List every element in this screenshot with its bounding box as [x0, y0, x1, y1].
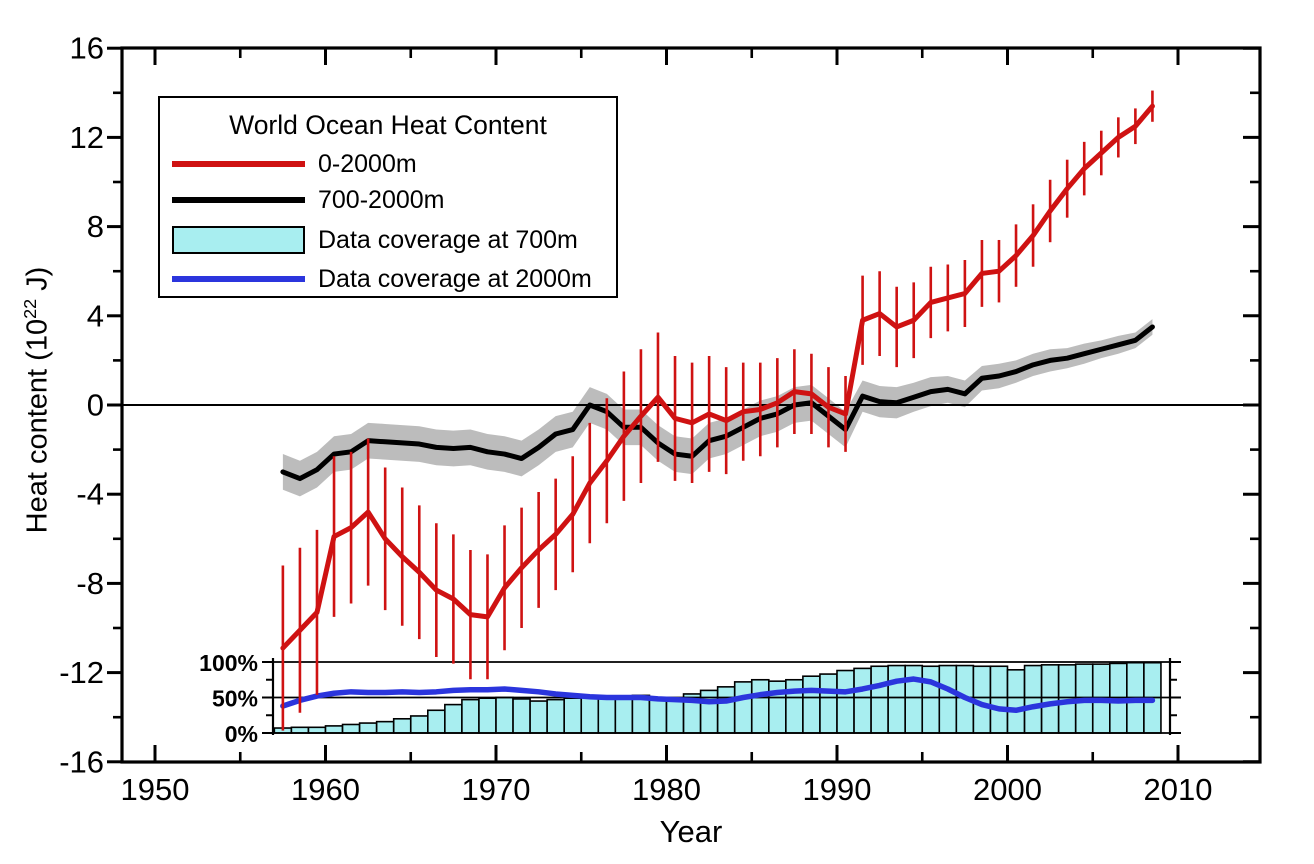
- legend: World Ocean Heat Content 0-2000m 700-2000…: [158, 96, 618, 298]
- legend-item-0-2000m: 0-2000m: [160, 147, 616, 181]
- y-tick-label--16: -16: [59, 744, 104, 779]
- coverage-bar-1971: [512, 698, 531, 734]
- uncertainty-band-700-2000m: [282, 319, 1153, 497]
- x-tick-label-1970: 1970: [462, 772, 531, 807]
- coverage-bar-2001: [1023, 664, 1043, 734]
- coverage-bar-1996: [938, 664, 958, 734]
- coverage-bar-1992: [870, 665, 889, 734]
- coverage-bar-1986: [767, 680, 787, 734]
- legend-swatch-box-icon: [172, 226, 305, 254]
- legend-item-label: 700-2000m: [318, 186, 445, 214]
- coverage-bar-1995: [921, 665, 941, 734]
- legend-item-data-coverage-at-2000m: Data coverage at 2000m: [160, 262, 616, 296]
- line-coverage-2000m: [280, 676, 1156, 714]
- coverage-bar-1989: [819, 673, 838, 734]
- y-tick-label--12: -12: [59, 655, 104, 690]
- x-tick-label-1990: 1990: [803, 772, 872, 807]
- y-axis-title-prefix: Heat content (10: [21, 318, 54, 534]
- y-tick-label-16: 16: [70, 31, 104, 66]
- legend-item-label: Data coverage at 2000m: [318, 265, 592, 293]
- coverage-bar-1960: [324, 725, 344, 734]
- y-tick-label-4: 4: [87, 298, 104, 333]
- coverage-bar-1985: [750, 678, 770, 734]
- coverage-bar-1962: [358, 722, 378, 734]
- coverage-bar-1974: [563, 697, 583, 734]
- legend-swatch-line-icon: [172, 161, 305, 167]
- coverage-bar-1991: [853, 667, 872, 734]
- legend-item-700-2000m: 700-2000m: [160, 183, 616, 217]
- legend-title: World Ocean Heat Content: [229, 110, 547, 140]
- coverage-bar-1964: [392, 717, 412, 734]
- legend-swatch-line-icon: [172, 276, 305, 282]
- x-tick-label-1960: 1960: [291, 772, 360, 807]
- coverage-bar-1977: [614, 695, 634, 734]
- x-tick-label-1980: 1980: [632, 772, 701, 807]
- inset-label-0: 0%: [225, 721, 258, 747]
- inset-label-100: 100%: [199, 650, 258, 676]
- inset-label-50: 50%: [212, 686, 258, 712]
- coverage-bar-1999: [989, 665, 1009, 734]
- coverage-bar-1987: [785, 678, 804, 734]
- coverage-bar-1980: [665, 697, 685, 734]
- y-tick-label-0: 0: [87, 388, 104, 423]
- coverage-bar-1968: [461, 698, 480, 734]
- coverage-bar-1973: [546, 698, 566, 734]
- coverage-bar-1975: [580, 696, 600, 734]
- coverage-bar-1972: [529, 700, 548, 734]
- coverage-bar-1967: [444, 703, 463, 734]
- coverage-bar-1993: [887, 664, 907, 734]
- coverage-bar-1984: [733, 681, 753, 734]
- line-0-2000m: [280, 103, 1155, 651]
- coverage-bar-1994: [904, 664, 924, 734]
- coverage-bar-1988: [802, 675, 821, 734]
- y-axis-title: Heat content (1022 J): [20, 255, 60, 545]
- coverage-bar-2002: [1040, 664, 1060, 734]
- y-tick-label-8: 8: [87, 209, 104, 244]
- y-tick-label-12: 12: [70, 120, 104, 155]
- legend-item-data-coverage-at-700m: Data coverage at 700m: [160, 223, 616, 257]
- x-tick-label-2000: 2000: [973, 772, 1042, 807]
- line-700-2000m: [280, 324, 1155, 482]
- coverage-bar-2000: [1006, 669, 1026, 734]
- coverage-bar-1979: [648, 697, 668, 734]
- y-tick-label--8: -8: [76, 566, 104, 601]
- x-tick-label-1950: 1950: [121, 772, 190, 807]
- legend-item-label: Data coverage at 700m: [318, 226, 578, 254]
- coverage-bar-1966: [426, 709, 446, 734]
- x-tick-label-2010: 2010: [1144, 772, 1213, 807]
- legend-item-label: 0-2000m: [318, 150, 417, 178]
- coverage-bar-1978: [631, 694, 651, 734]
- coverage-bar-1983: [716, 686, 736, 734]
- coverage-bar-1970: [495, 696, 514, 734]
- y-tick-label--4: -4: [76, 477, 104, 512]
- legend-swatch-line-icon: [172, 197, 305, 203]
- coverage-bar-1976: [597, 695, 617, 734]
- x-axis-title: Year: [659, 814, 723, 849]
- y-axis-title-superscript: 22: [20, 298, 40, 319]
- coverage-bar-1969: [478, 697, 497, 734]
- y-axis-title-suffix: J): [21, 266, 54, 299]
- coverage-bar-1965: [409, 715, 429, 734]
- coverage-bar-1990: [836, 669, 855, 734]
- coverage-bar-1963: [375, 720, 395, 734]
- coverage-bar-1961: [341, 723, 361, 734]
